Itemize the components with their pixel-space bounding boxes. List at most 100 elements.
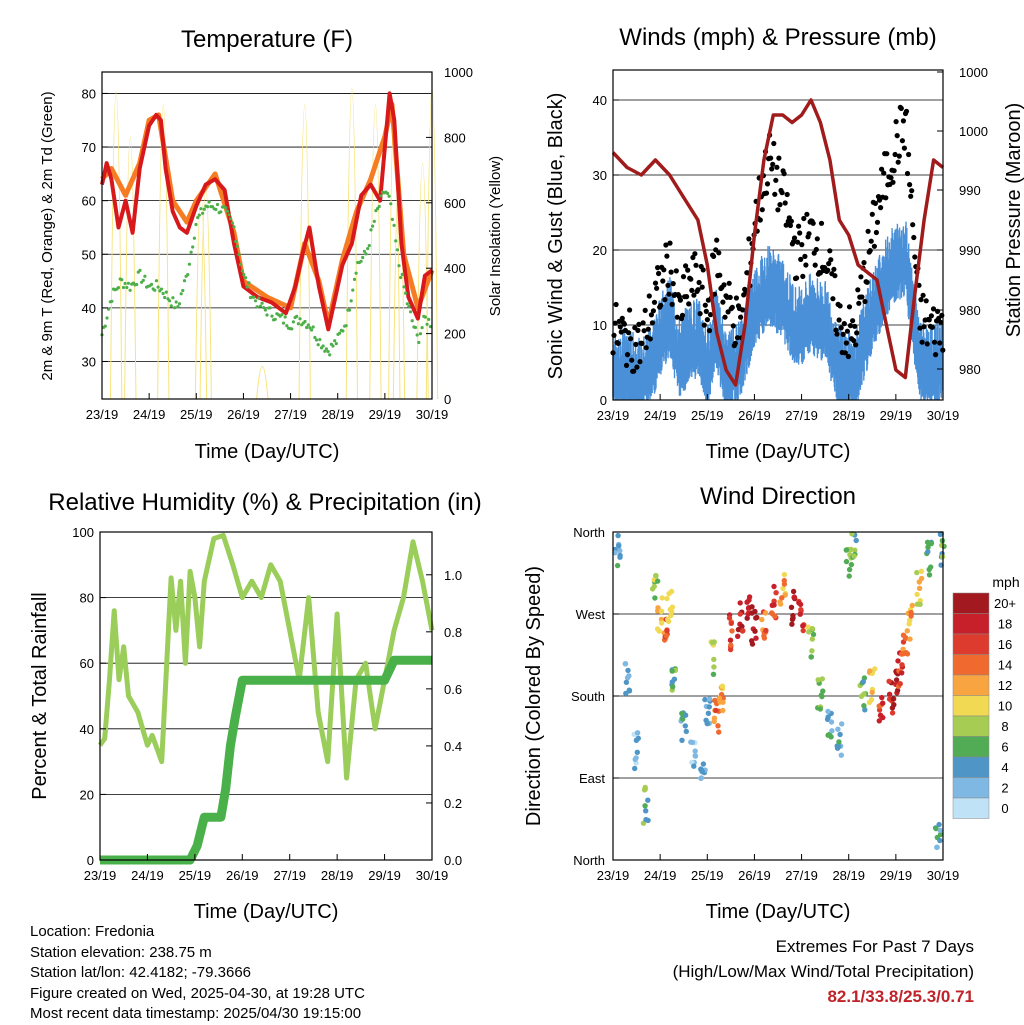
gust-point bbox=[874, 219, 881, 225]
gust-point bbox=[939, 312, 945, 318]
direction-point bbox=[762, 610, 769, 616]
gust-point bbox=[688, 276, 694, 282]
gust-point bbox=[697, 311, 703, 317]
solar-curve bbox=[256, 365, 269, 400]
direction-point bbox=[872, 666, 878, 672]
gust-point bbox=[881, 170, 887, 176]
direction-point bbox=[715, 723, 721, 729]
gust-point bbox=[658, 302, 664, 308]
dewpoint-point bbox=[242, 273, 246, 277]
direction-point bbox=[623, 679, 630, 685]
gust-point bbox=[773, 177, 779, 183]
direction-point bbox=[735, 626, 742, 633]
direction-point bbox=[894, 687, 901, 694]
solar-curve bbox=[109, 91, 123, 400]
gust-point bbox=[716, 250, 722, 256]
x-tick-label: 24/19 bbox=[131, 868, 164, 883]
direction-point bbox=[626, 687, 632, 693]
dewpoint-point bbox=[225, 209, 229, 213]
dewpoint-point bbox=[418, 332, 423, 336]
wind-series bbox=[612, 221, 944, 400]
dewpoint-point bbox=[171, 296, 175, 300]
direction-point bbox=[895, 658, 901, 664]
direction-point bbox=[790, 612, 796, 619]
direction-point bbox=[698, 766, 704, 772]
direction-point bbox=[702, 696, 708, 703]
gust-point bbox=[918, 297, 924, 303]
gust-point bbox=[810, 220, 816, 226]
gust-point bbox=[832, 273, 838, 279]
gust-point bbox=[757, 217, 763, 223]
direction-point bbox=[824, 716, 831, 722]
dewpoint-point bbox=[352, 277, 357, 281]
gust-point bbox=[711, 253, 717, 259]
gust-point bbox=[648, 312, 655, 318]
gust-point bbox=[680, 274, 687, 280]
dewpoint-point bbox=[359, 259, 363, 263]
dewpoint-point bbox=[367, 244, 371, 248]
direction-point bbox=[706, 696, 713, 702]
dewpoint-point bbox=[311, 325, 315, 329]
direction-point bbox=[754, 614, 760, 621]
direction-point bbox=[934, 844, 940, 850]
direction-point bbox=[809, 636, 815, 642]
dewpoint-point bbox=[281, 321, 286, 325]
y-tick-label: West bbox=[576, 607, 606, 622]
direction-point bbox=[679, 737, 685, 743]
direction-point bbox=[728, 642, 734, 648]
gust-point bbox=[841, 321, 847, 327]
gust-point bbox=[626, 330, 632, 336]
gust-point bbox=[851, 337, 857, 344]
gust-point bbox=[726, 280, 732, 286]
y-tick-label: 80 bbox=[80, 591, 94, 606]
gust-point bbox=[834, 331, 840, 337]
dewpoint-point bbox=[237, 252, 241, 257]
dewpoint-point bbox=[316, 343, 320, 347]
dewpoint-point bbox=[202, 207, 206, 211]
direction-point bbox=[904, 651, 911, 657]
dewpoint-point bbox=[168, 299, 172, 303]
direction-point bbox=[788, 604, 795, 610]
dewpoint-point bbox=[201, 211, 205, 215]
direction-point bbox=[918, 568, 925, 574]
gust-point bbox=[646, 293, 652, 299]
legend-label: 6 bbox=[1001, 740, 1008, 755]
direction-point bbox=[679, 710, 685, 717]
direction-point bbox=[889, 710, 896, 716]
direction-point bbox=[817, 706, 823, 712]
direction-point bbox=[908, 609, 914, 616]
gust-point bbox=[782, 200, 788, 206]
gust-point bbox=[836, 317, 842, 323]
dewpoint-point bbox=[197, 213, 201, 217]
dewpoint-point bbox=[181, 288, 185, 293]
direction-point bbox=[829, 728, 835, 734]
gust-point bbox=[844, 328, 851, 334]
direction-point bbox=[705, 710, 712, 716]
info-recent: Most recent data timestamp: 2025/04/30 1… bbox=[30, 1005, 362, 1022]
gust-point bbox=[801, 215, 807, 222]
y2-tick-label: 980 bbox=[959, 362, 981, 377]
gust-point bbox=[842, 350, 848, 356]
direction-point bbox=[652, 595, 658, 601]
winds-y2label: Station Pressure (Maroon) bbox=[1003, 103, 1024, 338]
y2-tick-label: 800 bbox=[444, 130, 466, 145]
direction-point bbox=[809, 648, 815, 654]
gust-point bbox=[781, 171, 787, 177]
dewpoint-point bbox=[224, 206, 228, 210]
dewpoint-point bbox=[318, 338, 322, 342]
gust-point bbox=[838, 325, 844, 331]
humidity-frame bbox=[99, 531, 433, 861]
gust-point bbox=[879, 166, 885, 172]
gust-point bbox=[827, 248, 833, 254]
gust-point bbox=[664, 253, 670, 259]
y-tick-label: 40 bbox=[593, 93, 607, 108]
direction-point bbox=[891, 702, 897, 708]
gust-point bbox=[911, 234, 917, 241]
gust-point bbox=[656, 270, 662, 277]
direction-point bbox=[876, 707, 883, 713]
dewpoint-point bbox=[313, 335, 317, 340]
gust-point bbox=[907, 182, 913, 188]
dewpoint-point bbox=[173, 306, 177, 310]
direction-point bbox=[658, 620, 665, 626]
dewpoint-point bbox=[305, 325, 309, 330]
